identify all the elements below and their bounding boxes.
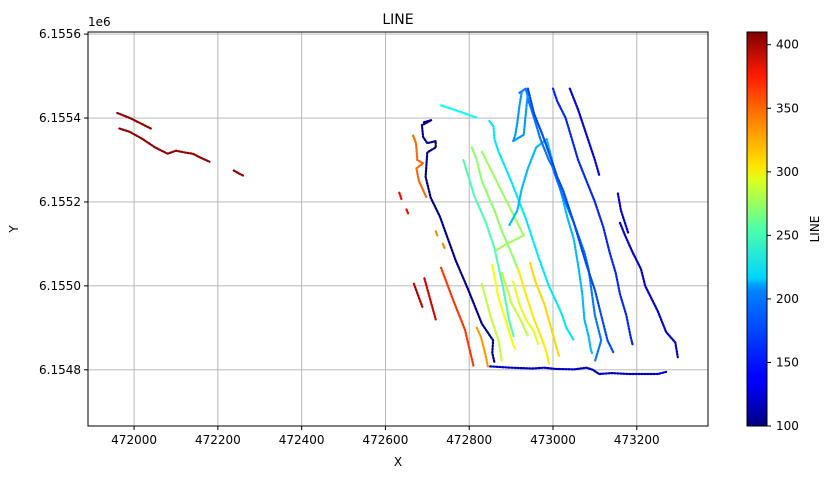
x-tick-label: 472800 bbox=[446, 433, 492, 447]
survey-line-300 bbox=[517, 268, 550, 365]
survey-line-290 bbox=[491, 263, 517, 350]
survey-line-275 bbox=[480, 282, 503, 363]
colorbar: 100 150 200 250 300 350 400 LINE bbox=[746, 31, 822, 433]
colorbar-tick-label: 250 bbox=[776, 228, 799, 242]
survey-line-220 bbox=[440, 104, 479, 120]
x-axis-ticks: 472000 472200 472400 472600 472800 473000 4732… bbox=[111, 426, 660, 447]
y-axis-label: Y bbox=[7, 225, 21, 234]
survey-line-265 bbox=[480, 150, 525, 252]
colorbar-tick-label: 350 bbox=[776, 101, 799, 115]
survey-line-105 bbox=[420, 118, 496, 364]
y-offset-label: 1e6 bbox=[88, 15, 111, 29]
survey-line-240 bbox=[462, 158, 515, 338]
survey-line-285 bbox=[512, 280, 540, 346]
y-tick-label: 6.1548 bbox=[39, 363, 81, 377]
survey-line-185 bbox=[512, 91, 530, 143]
survey-line-372 bbox=[398, 191, 403, 201]
y-tick-label: 6.1552 bbox=[39, 195, 81, 209]
data-series bbox=[116, 87, 679, 376]
plot-frame bbox=[87, 31, 709, 427]
survey-line-405 bbox=[118, 127, 211, 163]
colorbar-ticks: 100 150 200 250 300 350 400 bbox=[767, 38, 799, 433]
survey-line-195 bbox=[508, 137, 594, 355]
survey-line-210 bbox=[488, 119, 576, 342]
colorbar-tick-label: 200 bbox=[776, 292, 799, 306]
x-tick-label: 472000 bbox=[111, 433, 157, 447]
survey-line-385 bbox=[423, 277, 437, 321]
colorbar-tick-label: 150 bbox=[776, 355, 799, 369]
survey-line-125 bbox=[618, 221, 679, 359]
survey-line-275 bbox=[500, 272, 530, 338]
survey-line-355 bbox=[440, 266, 475, 367]
survey-line-395 bbox=[412, 282, 424, 308]
colorbar-tick-label: 300 bbox=[776, 165, 799, 179]
survey-line-405 bbox=[232, 169, 245, 177]
x-tick-label: 472600 bbox=[363, 433, 409, 447]
x-axis-label: X bbox=[394, 455, 402, 469]
y-tick-label: 6.1550 bbox=[39, 279, 81, 293]
survey-line-125 bbox=[616, 192, 630, 235]
survey-line-372 bbox=[405, 208, 410, 215]
gridlines bbox=[88, 32, 708, 426]
survey-line-130 bbox=[568, 87, 601, 176]
colorbar-label: LINE bbox=[808, 216, 822, 243]
y-tick-label: 6.1556 bbox=[39, 27, 81, 41]
colorbar-tick-label: 100 bbox=[776, 419, 799, 433]
survey-line-160 bbox=[526, 87, 615, 355]
survey-line-120 bbox=[489, 365, 668, 376]
survey-line-175 bbox=[518, 87, 603, 363]
survey-line-405 bbox=[116, 111, 152, 130]
x-tick-label: 473000 bbox=[530, 433, 576, 447]
plot-area bbox=[88, 32, 708, 426]
survey-line-340 bbox=[412, 134, 428, 199]
colorbar-tick-label: 400 bbox=[776, 38, 799, 52]
survey-line-150 bbox=[551, 87, 634, 346]
survey-line-330 bbox=[441, 242, 446, 250]
colorbar-gradient bbox=[746, 31, 768, 427]
x-tick-label: 472400 bbox=[279, 433, 325, 447]
y-axis-ticks: 6.1548 6.1550 6.1552 6.1554 6.1556 bbox=[39, 27, 88, 377]
survey-line-260 bbox=[470, 146, 521, 275]
chart-title: LINE bbox=[382, 12, 413, 28]
survey-line-330 bbox=[434, 230, 439, 237]
x-tick-label: 473200 bbox=[614, 433, 660, 447]
y-tick-label: 6.1554 bbox=[39, 111, 81, 125]
survey-line-325 bbox=[475, 326, 490, 369]
survey-line-305 bbox=[528, 261, 561, 359]
x-tick-label: 472200 bbox=[195, 433, 241, 447]
